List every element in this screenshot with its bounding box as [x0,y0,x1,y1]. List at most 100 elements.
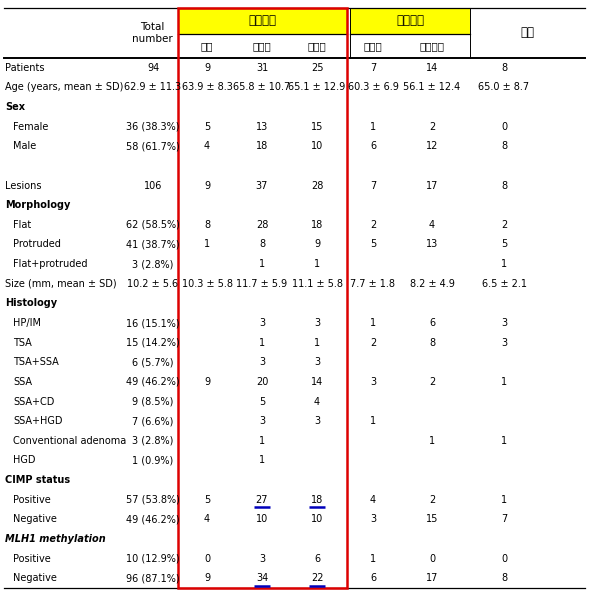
Text: HP/IM: HP/IM [13,318,41,328]
Text: 1: 1 [259,455,265,466]
Text: 9: 9 [204,63,210,73]
Text: 13: 13 [256,122,268,132]
Text: 10: 10 [311,142,323,151]
Text: SSA+CD: SSA+CD [13,397,54,407]
Text: 58 (61.7%): 58 (61.7%) [126,142,180,151]
Text: 57 (53.8%): 57 (53.8%) [126,494,180,505]
Text: 15: 15 [311,122,323,132]
Text: 1: 1 [259,259,265,269]
Text: 1: 1 [259,436,265,446]
Text: Flat: Flat [13,220,31,230]
Text: 8: 8 [259,239,265,250]
Text: 15: 15 [426,514,438,524]
Text: Sex: Sex [5,102,25,112]
Text: 乙狀結腸: 乙狀結腸 [419,41,445,51]
Text: Lesions: Lesions [5,181,41,191]
Text: 1: 1 [370,318,376,328]
Text: 34: 34 [256,573,268,583]
Text: 6: 6 [429,318,435,328]
Text: 18: 18 [311,494,323,505]
Text: 3 (2.8%): 3 (2.8%) [133,259,174,269]
Bar [178,8,347,34]
Text: 36 (38.3%): 36 (38.3%) [126,122,180,132]
Text: 6: 6 [370,142,376,151]
Text: 1: 1 [501,494,507,505]
Text: 近端大腸: 近端大腸 [249,14,276,28]
Text: 2: 2 [429,122,435,132]
Text: 3: 3 [259,357,265,367]
Text: 0: 0 [204,554,210,563]
Text: Negative: Negative [13,573,57,583]
Bar [350,8,470,34]
Text: 升結腸: 升結腸 [253,41,272,51]
Text: 4: 4 [429,220,435,230]
Text: Male: Male [13,142,37,151]
Text: Age (years, mean ± SD): Age (years, mean ± SD) [5,82,123,92]
Text: 1: 1 [501,436,507,446]
Text: 3: 3 [314,357,320,367]
Text: 62 (58.5%): 62 (58.5%) [126,220,180,230]
Text: HGD: HGD [13,455,35,466]
Text: 6: 6 [370,573,376,583]
Text: 106: 106 [144,181,162,191]
Text: 5: 5 [370,239,376,250]
Text: 7: 7 [370,181,376,191]
Text: 63.9 ± 8.3: 63.9 ± 8.3 [181,82,233,92]
Text: 1: 1 [370,554,376,563]
Text: Positive: Positive [13,494,51,505]
Text: 10 (12.9%): 10 (12.9%) [126,554,180,563]
Text: 9: 9 [204,573,210,583]
Text: 14: 14 [426,63,438,73]
Text: 4: 4 [204,514,210,524]
Text: CIMP status: CIMP status [5,475,70,485]
Text: 1: 1 [314,338,320,347]
Text: 12: 12 [426,142,438,151]
Text: 11.1 ± 5.8: 11.1 ± 5.8 [292,279,342,289]
Text: Female: Female [13,122,48,132]
Text: TSA+SSA: TSA+SSA [13,357,59,367]
Text: 2: 2 [429,494,435,505]
Text: 3: 3 [501,318,507,328]
Text: 降結腸: 降結腸 [363,41,382,51]
Text: 9: 9 [204,377,210,387]
Text: 4: 4 [204,142,210,151]
Text: 3: 3 [370,514,376,524]
Text: 18: 18 [311,220,323,230]
Text: SSA+HGD: SSA+HGD [13,416,62,426]
Text: 2: 2 [429,377,435,387]
Text: 49 (46.2%): 49 (46.2%) [126,377,180,387]
Text: 28: 28 [256,220,268,230]
Text: 14: 14 [311,377,323,387]
Text: 9 (8.5%): 9 (8.5%) [133,397,174,407]
Text: 5: 5 [204,122,210,132]
Text: 7 (6.6%): 7 (6.6%) [133,416,174,426]
Text: 3 (2.8%): 3 (2.8%) [133,436,174,446]
Text: 96 (87.1%): 96 (87.1%) [126,573,180,583]
Text: 3: 3 [259,416,265,426]
Text: 56.1 ± 12.4: 56.1 ± 12.4 [403,82,461,92]
Text: 1: 1 [370,416,376,426]
Bar [178,8,347,588]
Text: 3: 3 [314,318,320,328]
Text: 20: 20 [256,377,268,387]
Text: 10.2 ± 5.6: 10.2 ± 5.6 [127,279,178,289]
Text: Morphology: Morphology [5,200,70,210]
Text: 8: 8 [501,573,507,583]
Text: 16 (15.1%): 16 (15.1%) [126,318,180,328]
Text: 5: 5 [204,494,210,505]
Text: 65.8 ± 10.7: 65.8 ± 10.7 [233,82,290,92]
Text: 18: 18 [256,142,268,151]
Text: TSA: TSA [13,338,32,347]
Text: 10: 10 [311,514,323,524]
Text: 0: 0 [429,554,435,563]
Text: 1 (0.9%): 1 (0.9%) [133,455,174,466]
Text: 0: 0 [501,122,507,132]
Text: 8.2 ± 4.9: 8.2 ± 4.9 [409,279,455,289]
Text: Size (mm, mean ± SD): Size (mm, mean ± SD) [5,279,117,289]
Text: 8: 8 [204,220,210,230]
Text: 7.7 ± 1.8: 7.7 ± 1.8 [350,279,395,289]
Text: 1: 1 [370,122,376,132]
Text: 8: 8 [501,181,507,191]
Text: 3: 3 [370,377,376,387]
Text: 25: 25 [311,63,323,73]
